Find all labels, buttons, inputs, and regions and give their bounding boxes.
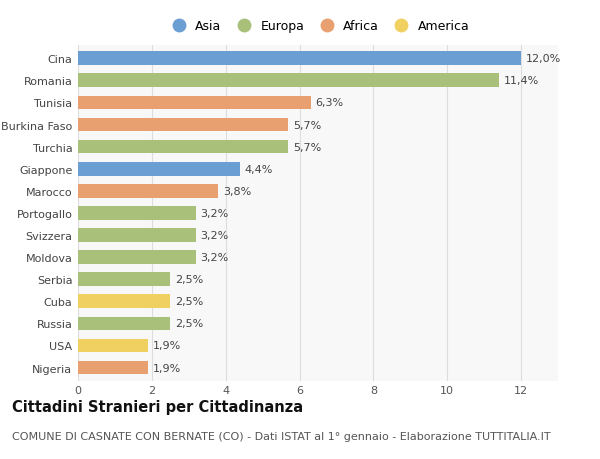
Text: 1,9%: 1,9% [152, 341, 181, 351]
Bar [78, 229, 196, 242]
Text: 3,2%: 3,2% [200, 230, 229, 241]
Text: 3,2%: 3,2% [200, 252, 229, 263]
Text: 5,7%: 5,7% [293, 120, 321, 130]
Bar [78, 317, 170, 330]
Bar [78, 118, 289, 132]
Legend: Asia, Europa, Africa, America: Asia, Europa, Africa, America [161, 15, 475, 38]
Text: Cittadini Stranieri per Cittadinanza: Cittadini Stranieri per Cittadinanza [12, 399, 303, 414]
Bar [78, 185, 218, 198]
Bar [78, 295, 170, 308]
Text: 12,0%: 12,0% [526, 54, 561, 64]
Bar [78, 361, 148, 375]
Text: 11,4%: 11,4% [503, 76, 539, 86]
Text: 1,9%: 1,9% [152, 363, 181, 373]
Bar [78, 96, 311, 110]
Bar [78, 52, 521, 66]
Text: 3,2%: 3,2% [200, 208, 229, 218]
Text: COMUNE DI CASNATE CON BERNATE (CO) - Dati ISTAT al 1° gennaio - Elaborazione TUT: COMUNE DI CASNATE CON BERNATE (CO) - Dat… [12, 431, 551, 442]
Text: 3,8%: 3,8% [223, 186, 251, 196]
Bar [78, 140, 289, 154]
Text: 5,7%: 5,7% [293, 142, 321, 152]
Text: 6,3%: 6,3% [315, 98, 343, 108]
Bar [78, 162, 241, 176]
Text: 4,4%: 4,4% [245, 164, 273, 174]
Bar [78, 207, 196, 220]
Text: 2,5%: 2,5% [175, 319, 203, 329]
Bar [78, 251, 196, 264]
Bar [78, 339, 148, 353]
Text: 2,5%: 2,5% [175, 274, 203, 285]
Bar [78, 273, 170, 286]
Text: 2,5%: 2,5% [175, 297, 203, 307]
Bar [78, 74, 499, 88]
